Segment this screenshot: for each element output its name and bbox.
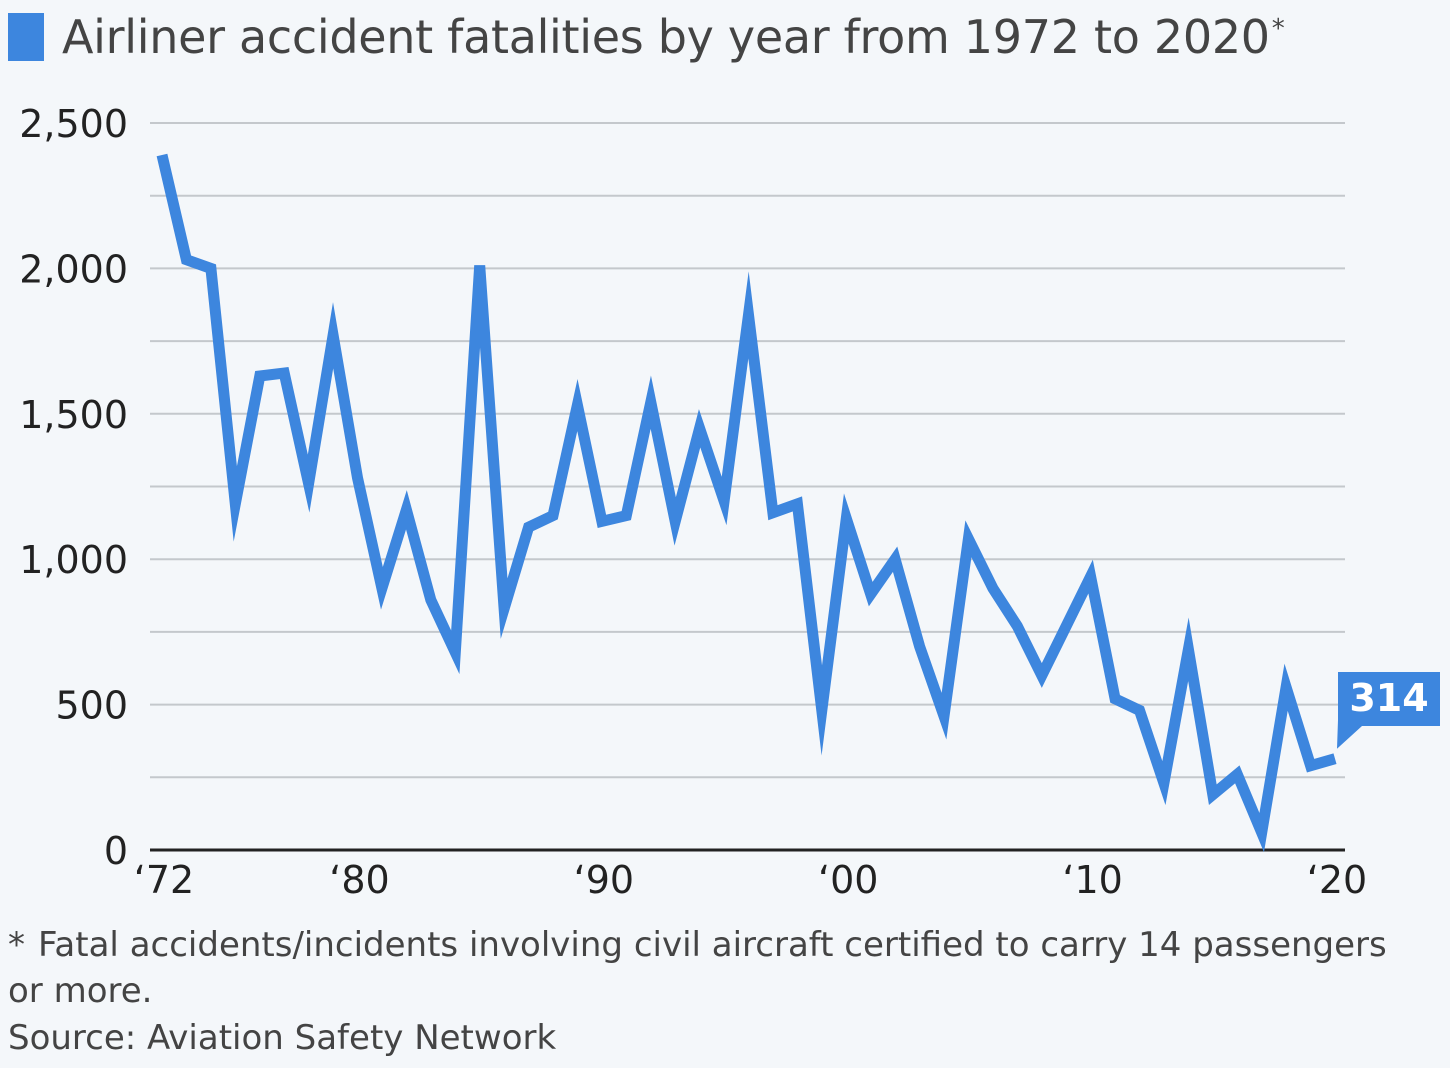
grid-lines [150, 122, 1345, 852]
y-tick-label: 0 [104, 829, 128, 873]
y-tick-label: 2,000 [19, 247, 128, 291]
x-tick-label: ‘72 [134, 858, 194, 902]
series-layer [156, 153, 1337, 853]
y-tick-label: 1,000 [19, 538, 128, 582]
chart-title-text: Airliner accident fatalities by year fro… [62, 10, 1270, 64]
footnote: * Fatal accidents/incidents involving civ… [8, 922, 1428, 1014]
x-tick-label: ‘20 [1307, 858, 1367, 902]
footnote-marker: * [8, 925, 25, 965]
x-tick-label: ‘00 [818, 858, 878, 902]
y-tick-label: 2,500 [19, 102, 128, 146]
title-footnote-marker: * [1271, 13, 1285, 44]
title-marker-square [8, 13, 44, 61]
callout-box [1337, 672, 1440, 749]
y-axis-ticks: 0 500 1,000 1,500 2,000 2,500 [19, 102, 128, 873]
x-tick-label: ‘90 [574, 858, 634, 902]
series-line [156, 153, 1337, 853]
x-axis-ticks: ‘72 ‘80 ‘90 ‘00 ‘10 ‘20 [134, 858, 1367, 902]
chart-title: Airliner accident fatalities by year fro… [62, 10, 1285, 64]
annotation-layer: 314 [1337, 672, 1440, 749]
x-tick-label: ‘80 [329, 858, 389, 902]
x-tick-label: ‘10 [1062, 858, 1122, 902]
callout-value-label: 314 [1349, 676, 1428, 720]
chart-title-row: Airliner accident fatalities by year fro… [8, 2, 1285, 72]
last-value-callout: 314 [1337, 672, 1440, 749]
footnote-text: Fatal accidents/incidents involving civi… [8, 925, 1387, 1011]
source-text: Source: Aviation Safety Network [8, 1018, 557, 1058]
y-tick-label: 1,500 [19, 393, 128, 437]
y-tick-label: 500 [55, 684, 128, 728]
